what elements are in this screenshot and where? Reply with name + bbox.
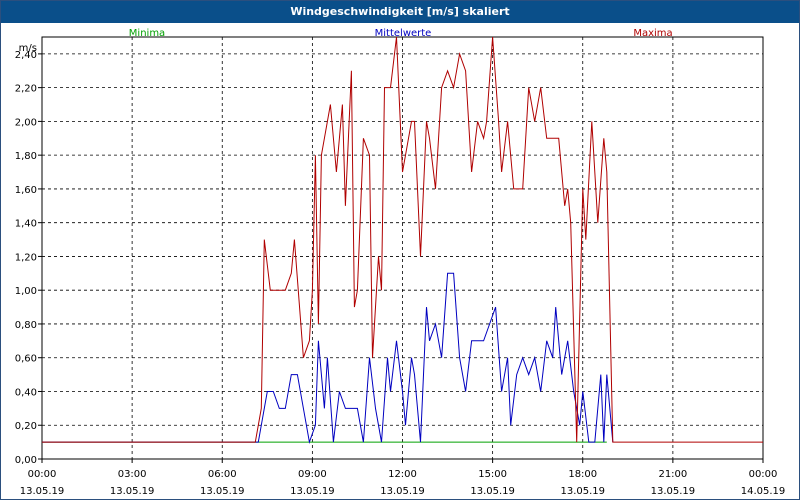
- x-tick-date: 13.05.19: [651, 486, 696, 497]
- series-line-maxima: [42, 36, 763, 443]
- y-tick-label: 0,60: [15, 354, 37, 365]
- y-tick-label: 1,60: [15, 185, 37, 196]
- series-line-mittelwerte: [42, 272, 614, 445]
- y-axis-label: m/s: [19, 43, 37, 54]
- legend-entry-minima: Minima: [129, 28, 165, 39]
- y-tick-label: 0,40: [15, 387, 37, 398]
- x-tick-time: 00:00: [749, 469, 778, 480]
- y-tick-label: 0,20: [15, 421, 37, 432]
- x-tick-time: 21:00: [658, 469, 687, 480]
- x-tick-date: 13.05.19: [470, 486, 515, 497]
- x-tick-date: 13.05.19: [560, 486, 605, 497]
- y-tick-label: 0,80: [15, 320, 37, 331]
- x-tick-date: 13.05.19: [380, 486, 425, 497]
- x-tick-time: 03:00: [118, 469, 147, 480]
- y-tick-label: 2,20: [15, 84, 37, 95]
- x-tick-time: 09:00: [298, 469, 327, 480]
- y-tick-label: 2,40: [15, 50, 37, 61]
- y-tick-label: 0,00: [15, 455, 37, 466]
- x-tick-time: 06:00: [208, 469, 237, 480]
- y-tick-label: 1,00: [15, 286, 37, 297]
- y-tick-label: 1,40: [15, 219, 37, 230]
- x-tick-date: 14.05.19: [741, 486, 786, 497]
- x-tick-date: 13.05.19: [290, 486, 335, 497]
- y-tick-label: 1,20: [15, 252, 37, 263]
- x-tick-time: 15:00: [478, 469, 507, 480]
- x-tick-date: 13.05.19: [200, 486, 245, 497]
- y-tick-label: 2,00: [15, 117, 37, 128]
- x-tick-date: 13.05.19: [110, 486, 155, 497]
- x-tick-time: 18:00: [568, 469, 597, 480]
- x-tick-time: 12:00: [388, 469, 417, 480]
- chart-plot: 0,00 0,20 0,40 0,60 0,80 1,00 1,20 1,40 1,60 1,80…: [15, 28, 786, 497]
- x-tick-time: 00:00: [28, 469, 57, 480]
- y-tick-label: 1,80: [15, 151, 37, 162]
- legend-entry-maxima: Maxima: [633, 28, 672, 39]
- window-title: Windgeschwindigkeit [m/s] skaliert: [1, 1, 799, 23]
- legend-entry-mittelwerte: Mittelwerte: [375, 28, 432, 39]
- x-tick-date: 13.05.19: [20, 486, 65, 497]
